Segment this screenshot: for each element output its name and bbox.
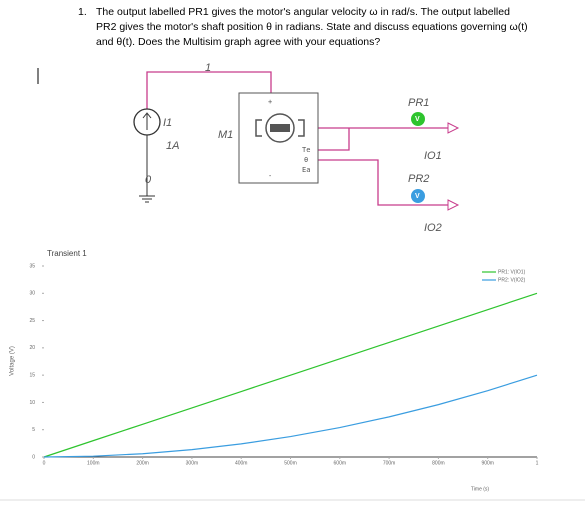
circuit: [133, 71, 460, 211]
motor-plus: +: [268, 98, 272, 106]
x-tick-label: 500m: [284, 460, 297, 466]
y-tick-label: 30: [29, 291, 35, 297]
y-tick-label: 25: [29, 318, 35, 324]
y-tick-label: 15: [29, 372, 35, 378]
x-tick-label: 0: [43, 460, 46, 466]
y-axis-label: Voltage (V): [10, 346, 16, 376]
ground-net: 0: [145, 174, 152, 186]
wire: [318, 128, 350, 151]
y-tick-label: 20: [29, 345, 35, 351]
motor-pin: Ea: [302, 166, 310, 174]
question-line: The output labelled PR1 gives the motor'…: [96, 6, 510, 18]
probe-icon: [411, 112, 425, 126]
x-tick-label: 1: [536, 460, 539, 466]
probe-name: PR1: [408, 97, 429, 109]
x-axis-label: Time (s): [471, 486, 489, 492]
x-tick-label: 600m: [334, 460, 347, 466]
probe-arrow: [447, 122, 460, 134]
motor-box: [238, 92, 319, 184]
x-tick-label: 200m: [136, 460, 149, 466]
probe-output: IO2: [424, 222, 442, 234]
net-label: 1: [205, 62, 211, 74]
y-tick-label: 10: [29, 400, 35, 406]
ground: [139, 135, 155, 203]
source-name: I1: [163, 117, 172, 129]
motor-pin: Te: [302, 146, 310, 154]
question-line: PR2 gives the motor's shaft position θ i…: [96, 21, 528, 33]
motor-symbol: [265, 113, 295, 143]
motor-name: M1: [218, 129, 233, 141]
legend-label: PR2: V(IO2): [498, 277, 526, 283]
x-tick-label: 300m: [186, 460, 199, 466]
series-line: [43, 292, 538, 458]
source-arrow: [142, 112, 152, 130]
x-tick-label: 100m: [87, 460, 100, 466]
series-line: [43, 374, 538, 458]
wire: [318, 159, 450, 206]
probe-icon-label: V: [415, 193, 420, 200]
probe-name: PR2: [408, 173, 429, 185]
probe-icon-label: V: [415, 116, 420, 123]
x-tick-label: 700m: [383, 460, 396, 466]
x-tick-label: 900m: [481, 460, 494, 466]
y-tick-label: 0: [32, 454, 35, 460]
question-line: and θ(t). Does the Multisim graph agree …: [96, 36, 380, 48]
y-tick-label: 5: [32, 427, 35, 433]
x-tick-label: 400m: [235, 460, 248, 466]
chart-title: Transient 1: [47, 249, 87, 258]
motor-brush: [255, 119, 305, 137]
x-tick-label: 800m: [432, 460, 445, 466]
y-tick-label: 35: [29, 263, 35, 269]
legend-label: PR1: V(IO1): [498, 269, 526, 275]
motor-pin: θ: [304, 156, 308, 164]
probe-output: IO1: [424, 150, 442, 162]
motor-shaft: [270, 124, 290, 132]
probe-arrow: [447, 199, 460, 211]
question-number: 1.: [78, 6, 87, 18]
motor-minus: -: [268, 172, 272, 180]
wire: [146, 71, 272, 109]
source-value: 1A: [166, 140, 179, 152]
current-source: [133, 108, 161, 136]
probe-icon: [411, 189, 425, 203]
